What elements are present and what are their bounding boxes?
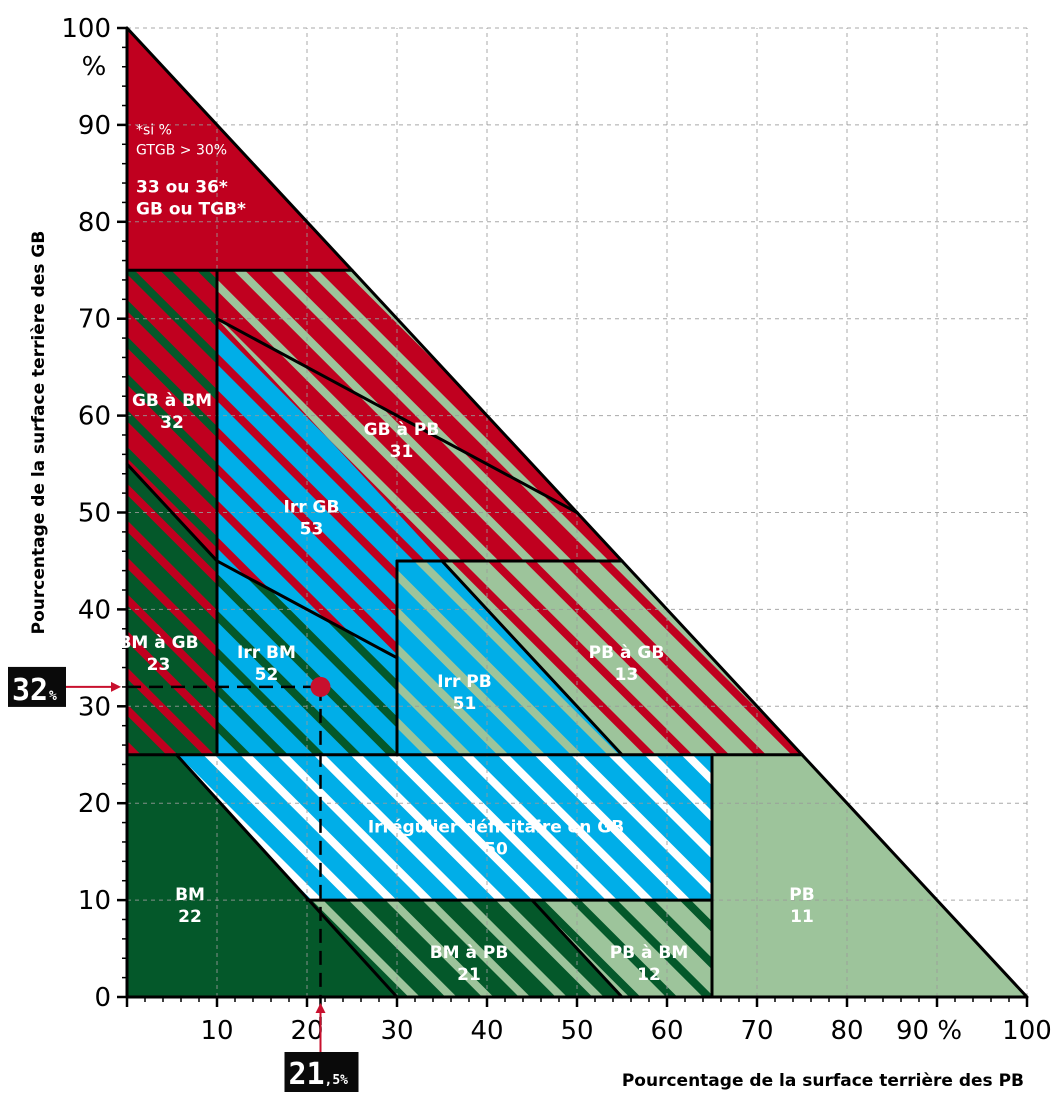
zone-label-33: GB ou TGB*: [136, 200, 246, 220]
x-axis-title: Pourcentage de la surface terrière des P…: [622, 1071, 1024, 1091]
zone-53: [217, 318, 442, 658]
x-tick-label: 30: [380, 1016, 413, 1046]
zone-border-8: [440, 559, 624, 757]
zone-50: [176, 754, 712, 901]
zone-label-31: 31: [390, 442, 414, 462]
zone-label-11: PB: [789, 885, 814, 905]
zone-label-11: 11: [790, 907, 814, 927]
zone-label-52: 52: [255, 665, 279, 685]
y-tick-label: 80: [78, 208, 111, 238]
grid-layer: [127, 27, 1028, 997]
zone-22: [127, 754, 397, 997]
y-tick-label-100: 100: [61, 14, 111, 44]
zone-label-12: PB à BM: [610, 943, 689, 963]
zone-outlines: [125, 26, 1029, 999]
zone-label-22: BM: [175, 885, 205, 905]
zone-label-32: 32: [160, 413, 184, 433]
x-value-box: [284, 1052, 359, 1092]
zone-label-53: Irr GB: [284, 498, 340, 518]
zone-label-33: 33 ou 36*: [136, 178, 228, 198]
zone-label-13: 13: [615, 665, 639, 685]
x-arrow-head: [315, 1003, 326, 1013]
x-tick-label: 10: [200, 1016, 233, 1046]
x-tick-label: 40: [470, 1016, 503, 1046]
zone-51: [397, 561, 622, 755]
y-tick-label: 10: [78, 886, 111, 916]
zone-label-21: BM à PB: [430, 943, 509, 963]
y-value-unit: %: [49, 689, 57, 704]
zone-label-50: Irrégulier déficitaire en GB: [368, 817, 624, 837]
x-tick-label: 80: [830, 1016, 863, 1046]
x-tick-label: 90 %: [896, 1016, 962, 1046]
zone-border-10: [175, 753, 399, 999]
y-value-box: [8, 666, 66, 707]
y-arrow-head: [111, 681, 121, 692]
zone-label-12: 12: [637, 965, 661, 985]
zone-border-12: [530, 898, 624, 999]
zone-label-50: 50: [484, 839, 508, 859]
zone-label-32: GB à BM: [132, 391, 212, 411]
zone-border-4: [215, 559, 399, 660]
y-axis-title: Pourcentage de la surface terrière des G…: [29, 231, 49, 635]
y-tick-label: 70: [78, 305, 111, 335]
zone-border-3: [125, 462, 219, 563]
y-tick-label: 50: [78, 499, 111, 529]
y-tick-label: 90: [78, 111, 111, 141]
zone-label-21: 21: [457, 965, 481, 985]
zone-label-23: 23: [147, 655, 171, 675]
zone-11: [712, 754, 1027, 997]
zone-label-51: Irr PB: [437, 672, 491, 692]
zone-33-note: *si %: [136, 123, 172, 139]
x-tick-label: 20: [290, 1016, 323, 1046]
axes-layer: 10 20 30 40 50 60 70 80 90 % 100 0 10 20 30 40 50 60 70 80…: [29, 14, 1052, 1091]
y-value-label: 32: [12, 673, 48, 708]
y-tick-label: 60: [78, 402, 111, 432]
x-value-unit: ,5%: [325, 1073, 349, 1088]
y-tick-label: 0: [94, 983, 111, 1013]
zone-23: [127, 464, 217, 755]
zone-border-5: [215, 317, 579, 514]
zone-32: [127, 270, 217, 561]
x-tick-label: 60: [650, 1016, 683, 1046]
x-tick-label: 70: [740, 1016, 773, 1046]
y-tick-unit: %: [82, 52, 107, 82]
zone-21: [307, 900, 622, 997]
zone-labels: *si % GTGB > 30% 33 ou 36*GB ou TGB* GB à B…: [118, 123, 814, 986]
zone-label-22: 22: [178, 907, 202, 927]
zone-label-52: Irr BM: [237, 643, 296, 663]
zone-label-31: GB à PB: [364, 420, 440, 440]
zones-layer: [127, 28, 1027, 997]
y-tick-label: 20: [78, 789, 111, 819]
example-marker: 32 % 21,5%: [8, 666, 359, 1092]
zone-label-51: 51: [453, 694, 477, 714]
zone-label-23: BM à GB: [118, 633, 198, 653]
x-tick-label: 100: [1002, 1016, 1052, 1046]
zone-31: [217, 270, 622, 561]
x-value-label: 21: [289, 1057, 325, 1092]
y-tick-label: 30: [78, 692, 111, 722]
zone-label-13: PB à GB: [589, 643, 665, 663]
y-tick-label: 40: [78, 595, 111, 625]
zone-label-53: 53: [300, 520, 324, 540]
x-tick-label: 50: [560, 1016, 593, 1046]
example-point: [310, 676, 331, 697]
zone-33-note: GTGB > 30%: [136, 143, 227, 159]
